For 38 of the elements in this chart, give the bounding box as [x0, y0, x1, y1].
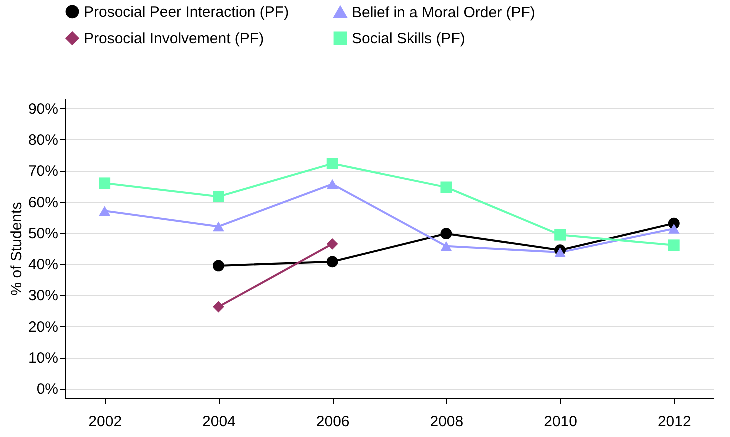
y-tick-label: 10%	[28, 350, 58, 368]
point	[99, 206, 111, 216]
x-tick-label: 2002	[88, 414, 122, 430]
y-tick-label: 30%	[28, 288, 58, 305]
x-tick-label: 2004	[202, 414, 236, 430]
point	[213, 222, 224, 232]
point	[326, 179, 338, 190]
point	[213, 301, 224, 313]
y-tick-label: 80%	[28, 132, 58, 149]
y-tick-label: 40%	[28, 256, 58, 274]
x-tick-label: 2010	[544, 414, 578, 430]
legend-label: Social Skills (PF)	[352, 30, 466, 48]
point	[213, 191, 224, 202]
point	[440, 241, 452, 252]
point	[440, 228, 452, 240]
legend-label: Prosocial Peer Interaction (PF)	[84, 4, 290, 21]
point	[440, 182, 452, 194]
point	[326, 158, 338, 170]
point	[213, 260, 224, 272]
y-tick-label: 90%	[28, 100, 58, 118]
x-tick-label: 2012	[658, 414, 692, 430]
y-tick-label: 60%	[28, 194, 58, 212]
point	[554, 229, 566, 241]
legend-label: Belief in a Moral Order (PF)	[352, 4, 536, 22]
x-tick-label: 2008	[430, 414, 464, 430]
y-tick-label: 70%	[28, 163, 58, 180]
legend-label: Prosocial Involvement (PF)	[84, 30, 264, 48]
point	[326, 238, 338, 250]
y-tick-label: 20%	[28, 318, 58, 336]
point	[668, 224, 680, 234]
point	[99, 178, 111, 190]
point	[554, 248, 566, 258]
point	[326, 256, 338, 268]
x-tick-label: 2006	[316, 414, 350, 430]
point	[668, 240, 680, 252]
y-axis-title: % of Students	[8, 202, 26, 296]
y-tick-label: 50%	[28, 225, 58, 242]
y-tick-label: 0%	[36, 381, 58, 398]
